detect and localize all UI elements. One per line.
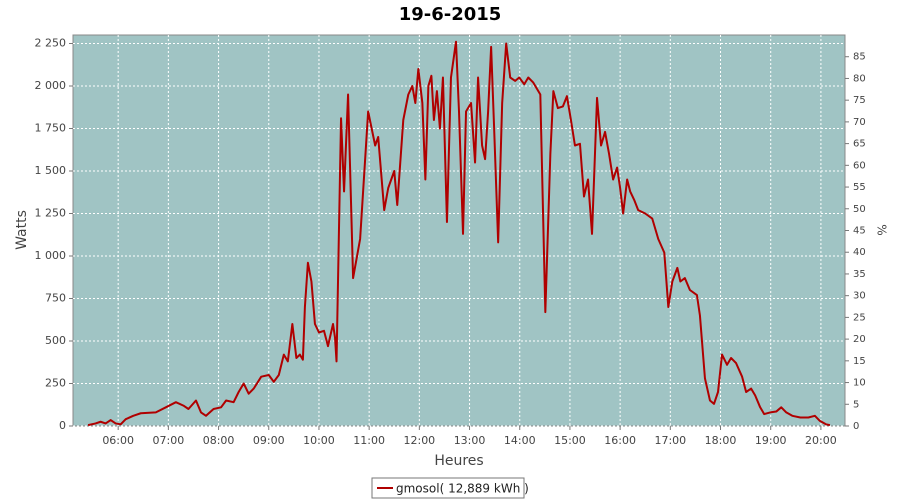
y-axis-label: Watts [14, 210, 30, 250]
y2-tick-label: 75 [853, 95, 866, 106]
y2-tick-label: 35 [853, 269, 866, 280]
y2-tick-label: 5 [853, 399, 859, 410]
y-tick-label: 1 500 [35, 164, 67, 177]
legend-box [371, 477, 525, 499]
y-tick-label: 750 [45, 292, 66, 305]
x-tick-label: 18:00 [705, 434, 737, 447]
y-tick-label: 1 000 [35, 249, 67, 262]
chart-title: 19-6-2015 [399, 4, 502, 25]
y-tick-label: 500 [45, 334, 66, 347]
y2-tick-label: 30 [853, 291, 866, 302]
y2-tick-label: 65 [853, 139, 866, 150]
y-tick-label: 2 250 [35, 37, 67, 50]
y2-tick-label: 20 [853, 334, 866, 345]
x-tick-label: 08:00 [203, 434, 235, 447]
y2-tick-label: 60 [853, 160, 866, 171]
x-tick-label: 09:00 [253, 434, 285, 447]
x-tick-label: 14:00 [504, 434, 536, 447]
y2-tick-label: 25 [853, 312, 866, 323]
y2-tick-label: 15 [853, 356, 866, 367]
x-tick-label: 19:00 [755, 434, 787, 447]
y2-axis-label: % [875, 224, 889, 235]
x-tick-label: 15:00 [554, 434, 586, 447]
x-tick-label: 12:00 [403, 434, 435, 447]
y-tick-label: 1 750 [35, 122, 67, 135]
x-tick-label: 11:00 [353, 434, 385, 447]
legend-label: gmosol( 12,889 kWh ) [396, 482, 529, 496]
y-tick-label: 1 250 [35, 207, 67, 220]
x-tick-label: 20:00 [805, 434, 837, 447]
x-tick-label: 07:00 [153, 434, 185, 447]
x-tick-label: 16:00 [604, 434, 636, 447]
x-tick-label: 17:00 [654, 434, 686, 447]
y2-tick-label: 55 [853, 182, 866, 193]
x-tick-label: 13:00 [454, 434, 486, 447]
y-tick-label: 0 [59, 419, 66, 432]
x-tick-label: 06:00 [102, 434, 134, 447]
y2-tick-label: 50 [853, 204, 866, 215]
y2-tick-label: 45 [853, 226, 866, 237]
y2-tick-label: 80 [853, 73, 866, 84]
series-line [87, 40, 831, 427]
y2-tick-label: 85 [853, 52, 866, 63]
y-tick-label: 2 000 [35, 79, 67, 92]
x-tick-label: 10:00 [303, 434, 335, 447]
y2-tick-label: 0 [853, 421, 859, 432]
y2-tick-label: 40 [853, 247, 866, 258]
y-tick-label: 250 [45, 377, 66, 390]
y2-tick-label: 10 [853, 378, 866, 389]
x-axis-label: Heures [434, 453, 483, 469]
y2-tick-label: 70 [853, 117, 866, 128]
